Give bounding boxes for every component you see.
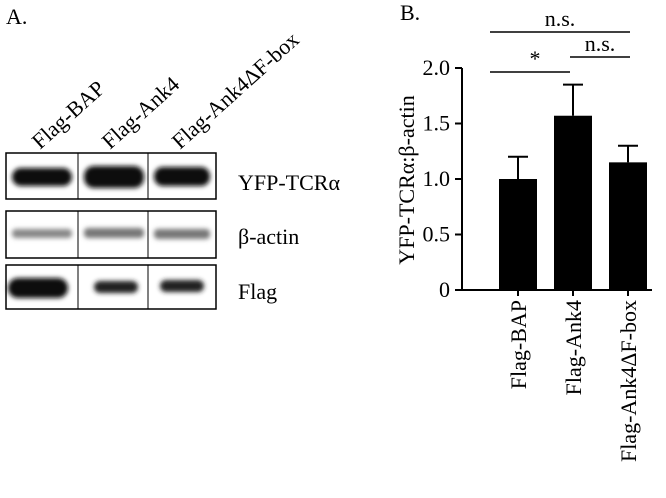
significance-label: * (530, 46, 541, 71)
panel-b-label: B. (400, 0, 420, 25)
y-axis-label: YFP-TCRα:β-actin (394, 95, 419, 264)
row-label: β-actin (238, 224, 299, 249)
panel-a-label: A. (6, 4, 27, 29)
bar-chart: 0 0.5 1.0 1.5 2.0 Flag-BAP Flag-Ank4 Flag-Ank4Δ… (423, 6, 652, 462)
y-tick-label: 0 (439, 277, 450, 302)
row-label: YFP-TCRα (238, 170, 340, 195)
y-tick-label: 2.0 (423, 55, 451, 80)
y-tick-label: 1.5 (423, 111, 451, 136)
bar (554, 115, 592, 290)
blot-flag (5, 264, 217, 310)
x-tick-label: Flag-Ank4 (561, 300, 586, 395)
significance-label: n.s. (545, 6, 576, 31)
bar (499, 179, 537, 290)
x-tick-label: Flag-Ank4ΔF-box (616, 300, 641, 462)
y-tick-label: 1.0 (423, 166, 451, 191)
row-label: Flag (238, 279, 277, 304)
blot-yfp (5, 152, 217, 200)
bar (609, 162, 647, 290)
significance-label: n.s. (585, 31, 616, 56)
lane-label: Flag-BAP (27, 75, 110, 153)
blot-actin (5, 210, 217, 259)
y-tick-label: 0.5 (423, 222, 451, 247)
x-tick-label: Flag-BAP (506, 300, 531, 389)
lane-label: Flag-Ank4ΔF-box (167, 27, 304, 154)
